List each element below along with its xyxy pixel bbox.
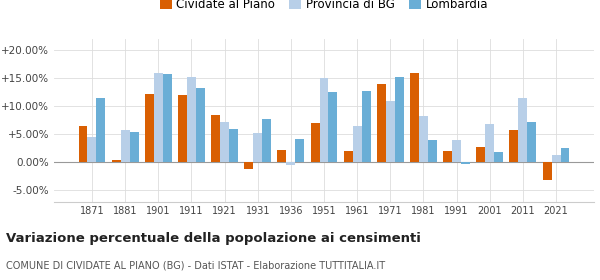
Bar — [527, 122, 536, 162]
Bar — [328, 92, 337, 162]
Bar — [443, 151, 452, 162]
Bar — [187, 77, 196, 162]
Bar — [145, 94, 154, 162]
Text: COMUNE DI CIVIDATE AL PIANO (BG) - Dati ISTAT - Elaborazione TUTTITALIA.IT: COMUNE DI CIVIDATE AL PIANO (BG) - Dati … — [6, 260, 385, 270]
Bar — [428, 140, 437, 162]
Bar — [154, 73, 163, 162]
Bar — [353, 126, 362, 162]
Bar — [211, 115, 220, 162]
Bar — [244, 162, 253, 169]
Bar — [320, 78, 328, 162]
Bar — [196, 88, 205, 162]
Bar — [262, 119, 271, 162]
Bar — [311, 123, 320, 162]
Bar — [277, 150, 286, 162]
Bar — [295, 139, 304, 162]
Bar — [494, 152, 503, 162]
Bar — [130, 132, 139, 162]
Bar — [551, 155, 560, 162]
Bar — [452, 140, 461, 162]
Bar — [410, 73, 419, 162]
Bar — [220, 122, 229, 162]
Bar — [112, 160, 121, 162]
Bar — [79, 126, 88, 162]
Bar — [560, 148, 569, 162]
Bar — [88, 137, 97, 162]
Bar — [461, 162, 470, 164]
Bar — [253, 133, 262, 162]
Bar — [377, 84, 386, 162]
Bar — [518, 98, 527, 162]
Bar — [178, 95, 187, 162]
Bar — [344, 151, 353, 162]
Bar — [286, 162, 295, 165]
Bar — [419, 116, 428, 162]
Legend: Cividate al Piano, Provincia di BG, Lombardia: Cividate al Piano, Provincia di BG, Lomb… — [155, 0, 493, 16]
Bar — [163, 74, 172, 162]
Bar — [386, 101, 395, 162]
Bar — [395, 77, 404, 162]
Bar — [509, 130, 518, 162]
Text: Variazione percentuale della popolazione ai censimenti: Variazione percentuale della popolazione… — [6, 232, 421, 245]
Bar — [542, 162, 551, 180]
Bar — [97, 98, 106, 162]
Bar — [362, 91, 371, 162]
Bar — [476, 147, 485, 162]
Bar — [229, 129, 238, 162]
Bar — [121, 130, 130, 162]
Bar — [485, 124, 494, 162]
